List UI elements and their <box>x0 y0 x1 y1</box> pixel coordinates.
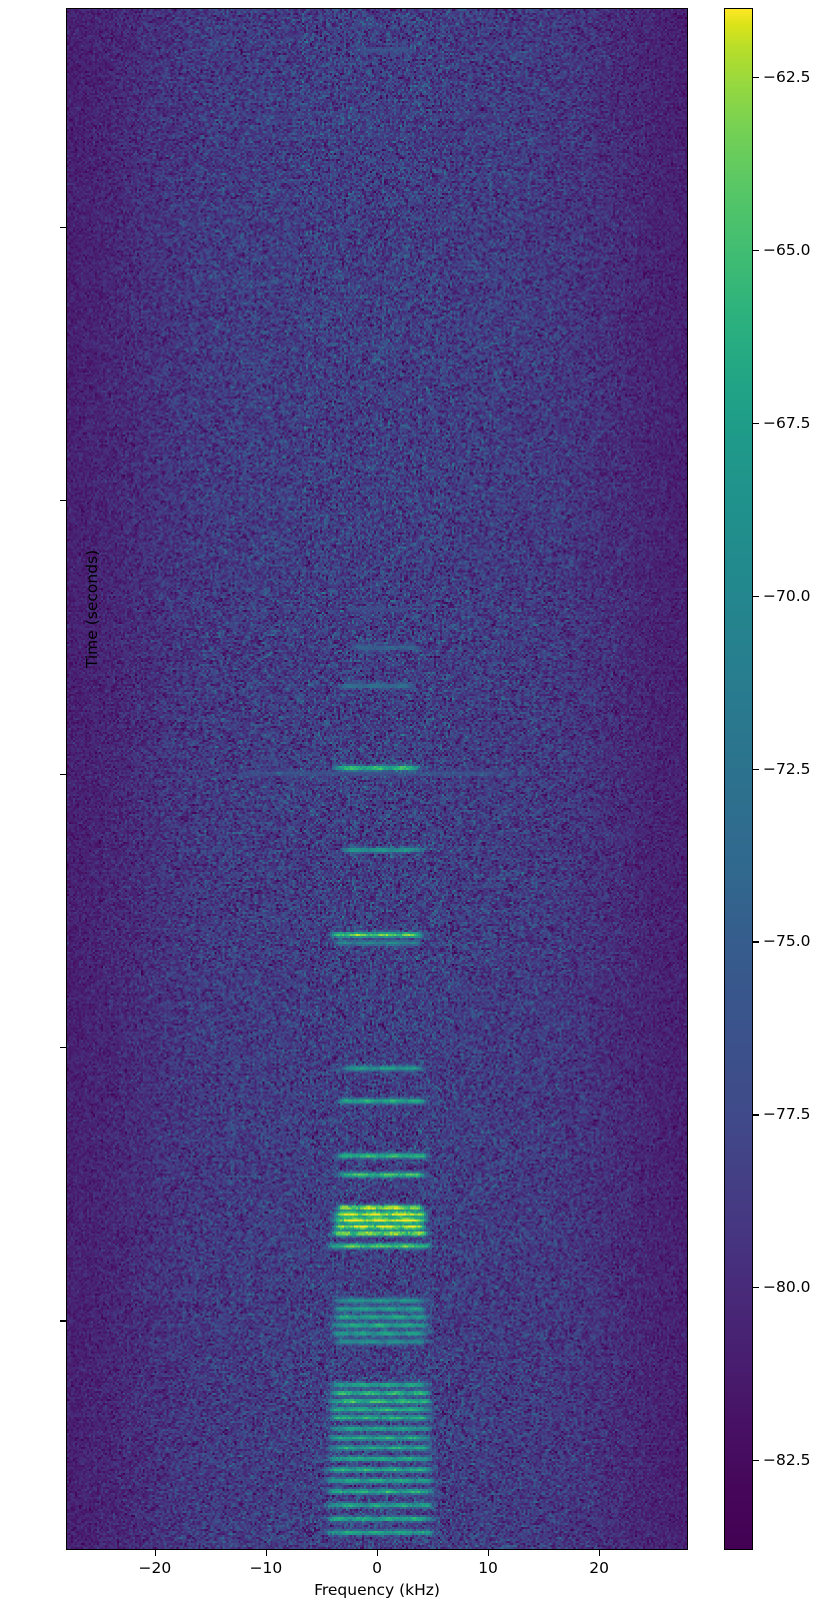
colorbar-tick-mark <box>753 768 759 770</box>
colorbar-tick-label: −65.0 <box>763 241 811 260</box>
colorbar-tick-label: −67.5 <box>763 413 811 432</box>
colorbar-tick-label: −72.5 <box>763 759 811 778</box>
colorbar-tick-mark <box>753 1287 759 1289</box>
colorbar-tick-label: −70.0 <box>763 586 811 605</box>
y-tick-mark <box>60 1320 66 1322</box>
colorbar-tick-mark <box>753 941 759 943</box>
x-tick-mark <box>599 1550 601 1556</box>
colorbar-tick-label: −82.5 <box>763 1451 811 1470</box>
x-tick-label: 20 <box>589 1559 610 1577</box>
y-tick-mark <box>60 773 66 775</box>
x-tick-label: 10 <box>478 1559 498 1577</box>
x-tick-mark <box>154 1550 157 1556</box>
x-tick-mark <box>265 1550 268 1556</box>
colorbar-tick-mark <box>753 1460 759 1462</box>
colorbar-tick-label: −77.5 <box>763 1105 811 1124</box>
colorbar-tick-label: −80.0 <box>763 1278 811 1297</box>
y-tick-mark <box>60 226 66 228</box>
spectrogram-axes <box>66 8 688 1550</box>
y-tick-mark <box>60 500 66 502</box>
colorbar-tick-label: −62.5 <box>763 68 811 87</box>
colorbar-tick-mark <box>753 422 759 425</box>
x-tick-mark <box>488 1550 490 1556</box>
x-tick-label: −20 <box>138 1559 172 1577</box>
colorbar-tick-mark <box>753 595 759 597</box>
y-tick-mark <box>60 1046 66 1049</box>
spectrogram-heatmap <box>67 9 687 1549</box>
x-tick-label: 0 <box>372 1559 382 1577</box>
colorbar-tick-mark <box>753 1114 759 1116</box>
colorbar-tick-mark <box>753 77 759 79</box>
colorbar-tick-label: −75.0 <box>763 932 811 951</box>
x-tick-label: −10 <box>249 1559 283 1577</box>
y-axis-label: Time (seconds) <box>83 549 101 669</box>
colorbar-tick-mark <box>753 250 759 252</box>
colorbar <box>724 8 753 1550</box>
x-tick-mark <box>377 1550 379 1556</box>
x-axis-label: Frequency (kHz) <box>314 1581 440 1599</box>
